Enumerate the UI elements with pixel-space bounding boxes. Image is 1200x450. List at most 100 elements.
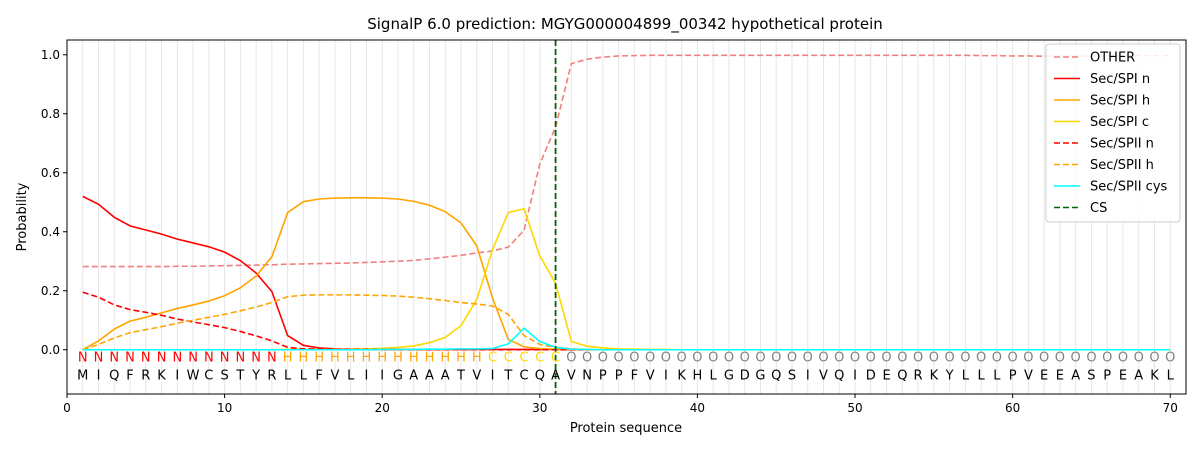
plot-frame — [66, 39, 1187, 395]
residue-label: G — [724, 368, 734, 383]
residue-label: T — [503, 368, 512, 383]
residue-label: G — [393, 368, 403, 383]
residue-label: K — [930, 368, 939, 383]
residue-label: I — [491, 368, 495, 383]
series-line-sec-spi-h — [82, 197, 1171, 351]
region-label: O — [771, 351, 781, 366]
residue-label: T — [456, 368, 465, 383]
series-line-sec-spi-n — [82, 195, 1171, 351]
region-label: O — [834, 351, 844, 366]
y-tick-label: 1.0 — [41, 48, 60, 62]
residue-label: D — [740, 368, 750, 383]
y-tick-label: 0.2 — [41, 284, 60, 298]
region-label: O — [1149, 351, 1159, 366]
residue-label: D — [866, 368, 876, 383]
region-label: H — [393, 351, 403, 366]
region-label: H — [377, 351, 387, 366]
residue-label: I — [97, 368, 101, 383]
residue-label: I — [175, 368, 179, 383]
residue-label: I — [365, 368, 369, 383]
region-label: O — [1039, 351, 1049, 366]
region-label: O — [881, 351, 891, 366]
chart-title: SignalP 6.0 prediction: MGYG000004899_00… — [367, 15, 883, 34]
region-label: O — [992, 351, 1002, 366]
x-tick-label: 0 — [63, 401, 71, 415]
series-line-sec-spii-n — [82, 291, 1171, 351]
region-label: O — [929, 351, 939, 366]
residue-label: Q — [897, 368, 907, 383]
region-label: O — [708, 351, 718, 366]
x-axis-ticks: 0 10 20 30 40 50 60 70 — [63, 394, 1178, 415]
residue-label: W — [187, 368, 200, 383]
residue-label: L — [977, 368, 985, 383]
region-label: H — [362, 351, 372, 366]
residue-label: N — [582, 368, 592, 383]
region-label: O — [1055, 351, 1065, 366]
region-label: C — [504, 351, 513, 366]
residue-label: I — [664, 368, 668, 383]
residue-label: Q — [535, 368, 545, 383]
residue-label: V — [567, 368, 576, 383]
region-label: H — [456, 351, 466, 366]
region-label: O — [645, 351, 655, 366]
region-label: O — [897, 351, 907, 366]
region-label: O — [1102, 351, 1112, 366]
region-label: H — [472, 351, 482, 366]
residue-label: P — [1103, 368, 1111, 383]
residue-label: F — [126, 368, 133, 383]
region-label: N — [251, 351, 261, 366]
region-label: O — [818, 351, 828, 366]
residue-label: A — [425, 368, 434, 383]
y-tick-label: 0.0 — [41, 343, 60, 357]
residue-label: K — [157, 368, 166, 383]
region-label: H — [409, 351, 419, 366]
residue-label: L — [284, 368, 292, 383]
residue-label: G — [755, 368, 765, 383]
region-label: C — [520, 351, 529, 366]
region-label: O — [866, 351, 876, 366]
region-label: N — [109, 351, 119, 366]
residue-label: L — [1167, 368, 1175, 383]
legend-label: OTHER — [1090, 51, 1135, 66]
region-label: O — [913, 351, 923, 366]
region-label: O — [1134, 351, 1144, 366]
residue-label: H — [693, 368, 703, 383]
residue-label: A — [1134, 368, 1143, 383]
residue-label: I — [380, 368, 384, 383]
region-label: O — [976, 351, 986, 366]
legend: OTHER Sec/SPI n Sec/SPI h Sec/SPI c Sec/SPII… — [1045, 43, 1181, 223]
region-label: N — [188, 351, 198, 366]
region-label: O — [1086, 351, 1096, 366]
residue-label: Q — [109, 368, 119, 383]
residue-label: E — [1040, 368, 1048, 383]
x-tick-label: 50 — [847, 401, 862, 415]
region-label: H — [346, 351, 356, 366]
region-label: N — [267, 351, 277, 366]
region-label: O — [803, 351, 813, 366]
region-label: N — [157, 351, 167, 366]
x-tick-label: 10 — [217, 401, 232, 415]
residue-label: L — [710, 368, 718, 383]
residue-label: V — [646, 368, 655, 383]
legend-label: Sec/SPII n — [1090, 137, 1154, 152]
residue-label: K — [677, 368, 686, 383]
region-label: O — [724, 351, 734, 366]
region-label: O — [787, 351, 797, 366]
residue-label: Y — [945, 368, 954, 383]
region-label: O — [850, 351, 860, 366]
residue-label: F — [315, 368, 322, 383]
region-label: O — [677, 351, 687, 366]
region-label: N — [235, 351, 245, 366]
x-tick-label: 60 — [1005, 401, 1020, 415]
residue-label: K — [1150, 368, 1159, 383]
series-line-other — [82, 54, 1171, 268]
region-label: O — [1165, 351, 1175, 366]
region-label: O — [661, 351, 671, 366]
region-label: N — [220, 351, 230, 366]
region-label: O — [566, 351, 576, 366]
region-label: O — [614, 351, 624, 366]
legend-box — [1045, 43, 1181, 223]
residue-label: I — [853, 368, 857, 383]
region-label: N — [204, 351, 214, 366]
